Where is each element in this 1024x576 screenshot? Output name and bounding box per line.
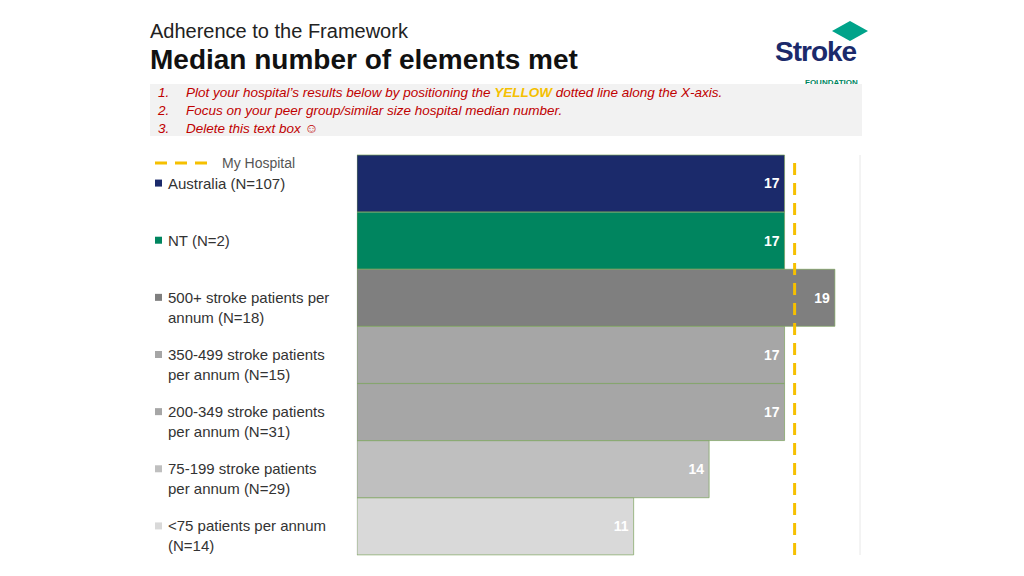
- svg-text:Australia (N=107): Australia (N=107): [168, 175, 285, 192]
- svg-text:<75 patients per annum(N=14): <75 patients per annum(N=14): [168, 517, 326, 554]
- html-text:Focus on your peer group/simil: Focus on your peer group/similar size ho…: [186, 103, 563, 118]
- svg-text:350-499 stroke patientsper ann: 350-499 stroke patientsper annum (N=15): [168, 346, 325, 383]
- svg-text:200-349 stroke patientsper ann: 200-349 stroke patientsper annum (N=31): [168, 403, 325, 440]
- html-text:Adherence to the Framework: Adherence to the Framework: [150, 20, 408, 42]
- svg-text:17: 17: [764, 175, 780, 191]
- svg-text:14: 14: [689, 461, 705, 477]
- html-text:2.: 2.: [158, 103, 170, 118]
- svg-text:11: 11: [614, 518, 629, 534]
- svg-text:17: 17: [764, 347, 780, 363]
- html-text:FOUNDATION: FOUNDATION: [805, 78, 858, 87]
- html-text:Delete this text box ☺: Delete this text box ☺: [186, 121, 319, 136]
- html-text:Stroke: Stroke: [775, 36, 857, 67]
- svg-text:NT (N=2): NT (N=2): [168, 232, 230, 249]
- svg-text:17: 17: [764, 233, 780, 249]
- html-text:1.: 1.: [158, 85, 170, 100]
- svg-text:17: 17: [764, 404, 780, 420]
- svg-text:75-199 stroke patientsper annu: 75-199 stroke patientsper annum (N=29): [168, 460, 316, 497]
- svg-text:My Hospital: My Hospital: [222, 155, 295, 171]
- html-text:Median number of elements met: Median number of elements met: [150, 44, 578, 75]
- html-text:Plot your hospital’s results b: Plot your hospital’s results below by po…: [186, 85, 723, 100]
- svg-text:19: 19: [814, 290, 830, 306]
- html-text:3.: 3.: [158, 121, 170, 136]
- svg-text:500+ stroke patients perannum: 500+ stroke patients perannum (N=18): [168, 289, 329, 326]
